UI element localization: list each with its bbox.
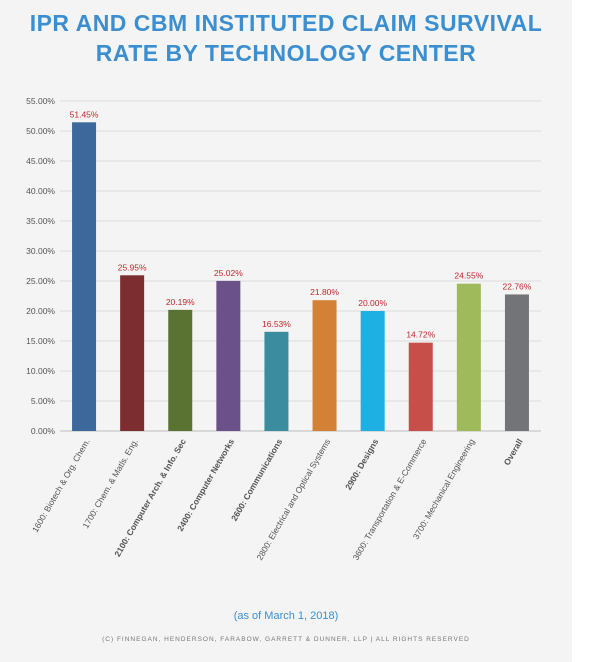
bar-value-label: 51.45% bbox=[70, 109, 99, 119]
chart-title-line-2: RATE BY TECHNOLOGY CENTER bbox=[95, 40, 477, 66]
x-tick-label: 2600: Communications bbox=[229, 437, 284, 523]
bar-value-label: 25.02% bbox=[214, 268, 243, 278]
x-tick-label: Overall bbox=[502, 437, 525, 467]
chart-title: IPR AND CBM INSTITUTED CLAIM SURVIVAL RA… bbox=[0, 8, 572, 68]
y-tick-label: 40.00% bbox=[26, 186, 55, 196]
y-tick-label: 0.00% bbox=[31, 426, 56, 436]
copyright-notice: (C) FINNEGAN, HENDERSON, FARABOW, GARRET… bbox=[102, 636, 470, 643]
bar-value-label: 14.72% bbox=[406, 330, 435, 340]
bar bbox=[312, 300, 337, 431]
y-tick-label: 35.00% bbox=[26, 216, 55, 226]
y-tick-label: 15.00% bbox=[26, 336, 55, 346]
bar bbox=[120, 275, 145, 431]
bar bbox=[168, 309, 193, 431]
x-tick-label: 2900: Designs bbox=[343, 437, 380, 492]
bar bbox=[408, 342, 433, 431]
y-tick-label: 20.00% bbox=[26, 306, 55, 316]
y-tick-label: 30.00% bbox=[26, 246, 55, 256]
x-tick-label: 1700: Chem. & Matls. Eng. bbox=[80, 437, 139, 530]
y-tick-label: 10.00% bbox=[26, 366, 55, 376]
bar-value-label: 16.53% bbox=[262, 319, 291, 329]
bar-value-label: 22.76% bbox=[503, 281, 532, 291]
y-tick-label: 55.00% bbox=[26, 96, 55, 106]
chart-panel: IPR AND CBM INSTITUTED CLAIM SURVIVAL RA… bbox=[0, 0, 572, 662]
bar bbox=[264, 331, 289, 431]
x-tick-label: 2400: Computer Networks bbox=[175, 437, 236, 533]
bar bbox=[456, 283, 481, 431]
chart-title-line-1: IPR AND CBM INSTITUTED CLAIM SURVIVAL bbox=[29, 10, 543, 36]
bar bbox=[216, 280, 241, 431]
as-of-date-note: (as of March 1, 2018) bbox=[233, 610, 339, 622]
bar-value-label: 21.80% bbox=[310, 287, 339, 297]
y-tick-label: 45.00% bbox=[26, 156, 55, 166]
bar bbox=[72, 122, 97, 432]
bar-value-label: 25.95% bbox=[118, 262, 147, 272]
bar-value-label: 20.19% bbox=[166, 297, 195, 307]
bar bbox=[360, 311, 385, 431]
y-tick-label: 25.00% bbox=[26, 276, 55, 286]
bar bbox=[504, 294, 529, 431]
y-tick-label: 50.00% bbox=[26, 126, 55, 136]
bar-chart: 0.00% 5.00% 10.00% 15.00% 20.00% 25.00% 30.00%… bbox=[26, 96, 541, 562]
bar-value-label: 24.55% bbox=[454, 271, 483, 281]
bar-value-label: 20.00% bbox=[358, 298, 387, 308]
y-tick-label: 5.00% bbox=[31, 396, 56, 406]
